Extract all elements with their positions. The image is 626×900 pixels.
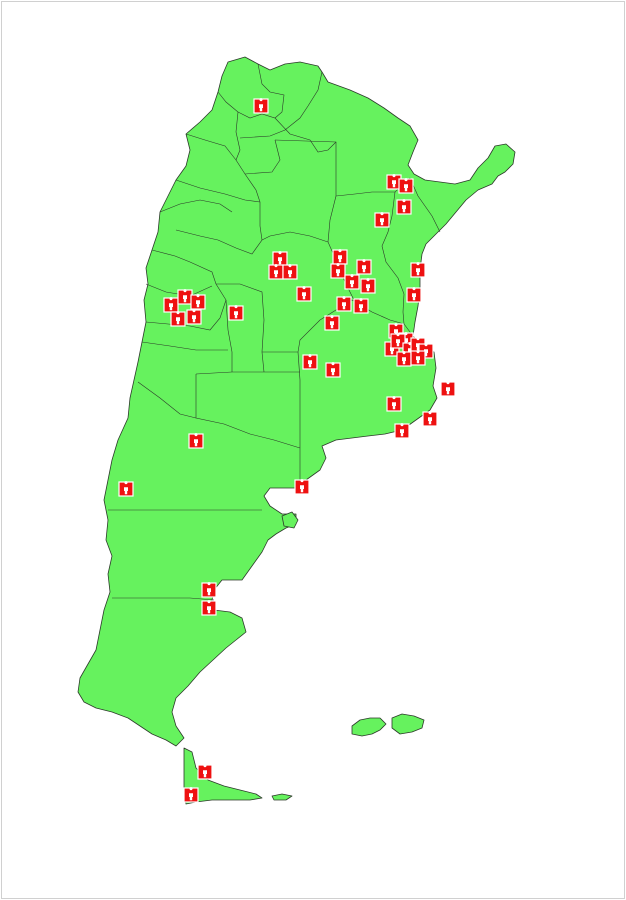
person-marker-icon[interactable] bbox=[201, 600, 217, 616]
person-marker-icon[interactable] bbox=[396, 199, 412, 215]
peninsula-valdes[interactable] bbox=[281, 511, 299, 529]
person-marker-icon[interactable] bbox=[386, 396, 402, 412]
person-marker-icon[interactable] bbox=[188, 433, 204, 449]
person-marker-icon[interactable] bbox=[374, 212, 390, 228]
person-marker-icon[interactable] bbox=[186, 309, 202, 325]
person-marker-icon[interactable] bbox=[410, 350, 426, 366]
person-marker-icon[interactable] bbox=[396, 351, 412, 367]
person-marker-icon[interactable] bbox=[324, 315, 340, 331]
person-marker-icon[interactable] bbox=[440, 381, 456, 397]
person-marker-icon[interactable] bbox=[272, 251, 288, 267]
person-marker-icon[interactable] bbox=[394, 423, 410, 439]
facility-markers bbox=[118, 98, 456, 803]
person-marker-icon[interactable] bbox=[332, 249, 348, 265]
islas-malvinas-west[interactable] bbox=[351, 717, 387, 737]
islas-malvinas-east[interactable] bbox=[391, 713, 425, 735]
person-marker-icon[interactable] bbox=[330, 263, 346, 279]
person-marker-icon[interactable] bbox=[268, 264, 284, 280]
person-marker-icon[interactable] bbox=[422, 411, 438, 427]
person-marker-icon[interactable] bbox=[390, 333, 406, 349]
person-marker-icon[interactable] bbox=[353, 298, 369, 314]
person-marker-icon[interactable] bbox=[398, 178, 414, 194]
person-marker-icon[interactable] bbox=[183, 787, 199, 803]
person-marker-icon[interactable] bbox=[253, 98, 269, 114]
person-marker-icon[interactable] bbox=[325, 362, 341, 378]
person-marker-icon[interactable] bbox=[406, 287, 422, 303]
person-marker-icon[interactable] bbox=[344, 274, 360, 290]
person-marker-icon[interactable] bbox=[118, 481, 134, 497]
person-marker-icon[interactable] bbox=[302, 354, 318, 370]
person-marker-icon[interactable] bbox=[336, 296, 352, 312]
person-marker-icon[interactable] bbox=[201, 582, 217, 598]
person-marker-icon[interactable] bbox=[228, 305, 244, 321]
provincial-borders bbox=[108, 63, 441, 601]
person-marker-icon[interactable] bbox=[282, 264, 298, 280]
person-marker-icon[interactable] bbox=[296, 286, 312, 302]
isla-de-los-estados[interactable] bbox=[271, 793, 293, 801]
person-marker-icon[interactable] bbox=[170, 311, 186, 327]
mainland-argentina[interactable] bbox=[77, 56, 516, 747]
person-marker-icon[interactable] bbox=[190, 294, 206, 310]
person-marker-icon[interactable] bbox=[356, 259, 372, 275]
person-marker-icon[interactable] bbox=[294, 479, 310, 495]
person-marker-icon[interactable] bbox=[360, 278, 376, 294]
person-marker-icon[interactable] bbox=[197, 764, 213, 780]
person-marker-icon[interactable] bbox=[410, 262, 426, 278]
person-marker-icon[interactable] bbox=[177, 289, 193, 305]
person-marker-icon[interactable] bbox=[163, 297, 179, 313]
